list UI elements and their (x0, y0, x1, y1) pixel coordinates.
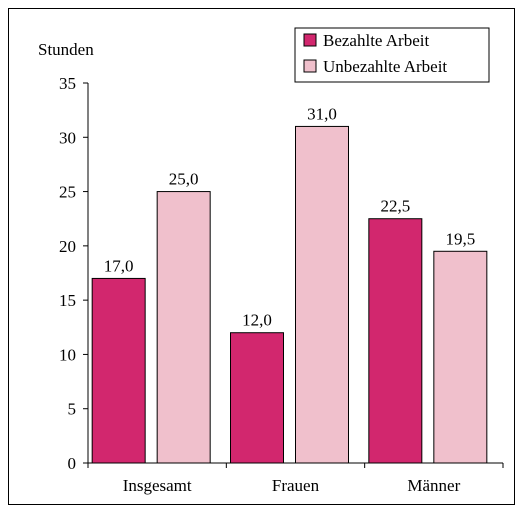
y-tick-label: 30 (59, 128, 76, 147)
legend-label: Unbezahlte Arbeit (323, 57, 447, 76)
y-axis-title: Stunden (38, 40, 94, 59)
bar-unbezahlte-arbeit (295, 125, 349, 464)
bar-value-label: 17,0 (104, 256, 134, 275)
legend: Bezahlte Arbeit Unbezahlte Arbeit (294, 27, 490, 83)
legend-swatch (303, 33, 317, 47)
bar-unbezahlte-arbeit (433, 250, 488, 464)
legend-label: Bezahlte Arbeit (323, 31, 429, 50)
y-tick-label: 0 (68, 454, 77, 473)
legend-box (294, 27, 490, 83)
y-tick-label: 5 (68, 400, 77, 419)
bar-bezahlte-arbeit (230, 332, 284, 464)
x-category-label: Frauen (272, 476, 320, 495)
bar-value-label: 31,0 (307, 104, 337, 123)
y-tick-label: 10 (59, 345, 76, 364)
bar-value-label: 25,0 (169, 170, 199, 189)
bar-value-label: 19,5 (445, 229, 475, 248)
bar-bezahlte-arbeit (91, 277, 146, 464)
y-tick-label: 25 (59, 183, 76, 202)
bar-bezahlte-arbeit (368, 218, 423, 464)
x-category-label: Insgesamt (123, 476, 192, 495)
bar-unbezahlte-arbeit (156, 191, 211, 464)
bar-value-label: 12,0 (242, 311, 272, 330)
x-category-label: Männer (407, 476, 460, 495)
bar-value-label: 22,5 (380, 197, 410, 216)
y-tick-label: 20 (59, 237, 76, 256)
legend-swatch (303, 59, 317, 73)
y-tick-label: 15 (59, 291, 76, 310)
y-tick-label: 35 (59, 74, 76, 93)
